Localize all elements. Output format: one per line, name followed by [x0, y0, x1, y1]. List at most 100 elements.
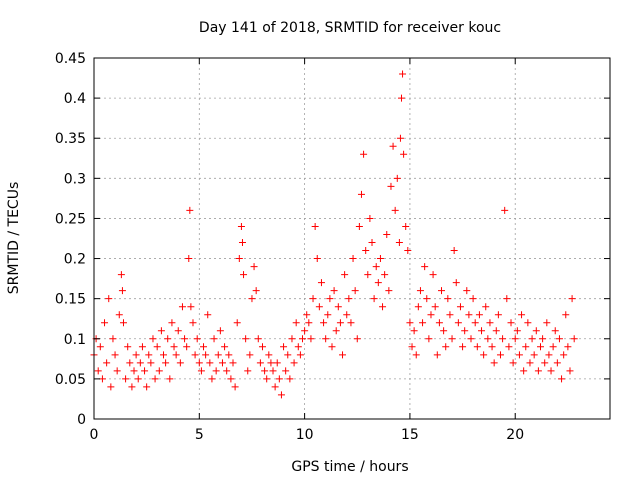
x-tick-label: 0	[90, 427, 99, 443]
data-point	[396, 134, 404, 142]
data-point	[414, 303, 422, 311]
data-point	[528, 335, 536, 343]
data-point	[419, 319, 427, 327]
data-point	[452, 279, 460, 287]
data-point	[315, 303, 323, 311]
data-point	[435, 319, 443, 327]
y-tick-label: 0.4	[64, 91, 86, 107]
data-point	[105, 295, 113, 303]
x-tick-label: 15	[401, 427, 419, 443]
tick-labels: 0 0.05 0.1 0.15 0.2 0.25 0.3 0.35 0.4 0.45 0 5 10 15 2…	[55, 51, 524, 443]
data-point	[174, 327, 182, 335]
data-point	[496, 351, 504, 359]
data-point	[231, 383, 239, 391]
data-point	[568, 295, 576, 303]
data-point	[427, 311, 435, 319]
data-point	[151, 375, 159, 383]
data-point	[96, 343, 104, 351]
data-point	[524, 319, 532, 327]
data-point	[469, 295, 477, 303]
data-point	[197, 367, 205, 375]
data-point	[206, 359, 214, 367]
data-point	[473, 343, 481, 351]
y-tick-label: 0.45	[55, 51, 86, 67]
data-point	[277, 391, 285, 399]
axis-ticks	[93, 57, 610, 420]
data-point	[117, 271, 125, 279]
data-point	[214, 351, 222, 359]
data-point	[400, 150, 408, 158]
data-point	[141, 367, 149, 375]
x-tick-label: 5	[195, 427, 204, 443]
data-point	[271, 383, 279, 391]
data-point	[530, 351, 538, 359]
y-tick-label: 0.3	[64, 171, 86, 187]
x-tick-label: 10	[296, 427, 314, 443]
data-point	[503, 295, 511, 303]
data-point	[541, 359, 549, 367]
data-point	[185, 255, 193, 263]
data-point	[406, 319, 414, 327]
data-point	[357, 190, 365, 198]
data-point	[130, 367, 138, 375]
data-point	[562, 311, 570, 319]
data-point	[157, 327, 165, 335]
data-point	[178, 303, 186, 311]
data-point	[444, 295, 452, 303]
data-point	[238, 239, 246, 247]
data-point	[492, 327, 500, 335]
data-point	[202, 351, 210, 359]
data-point	[412, 351, 420, 359]
y-tick-label: 0.15	[55, 292, 86, 308]
data-point	[522, 343, 530, 351]
data-point	[296, 351, 304, 359]
x-axis-label: GPS time / hours	[291, 459, 408, 475]
data-point	[233, 319, 241, 327]
data-point	[532, 327, 540, 335]
data-point	[454, 319, 462, 327]
data-point	[480, 351, 488, 359]
data-point	[181, 335, 189, 343]
data-point	[193, 335, 201, 343]
data-point	[320, 319, 328, 327]
data-point	[505, 343, 513, 351]
data-point	[518, 311, 526, 319]
data-point	[442, 343, 450, 351]
data-point	[128, 383, 136, 391]
data-point	[162, 359, 170, 367]
y-axis-label: SRMTID / TECUs	[6, 182, 22, 295]
data-point	[339, 351, 347, 359]
data-point	[305, 319, 313, 327]
data-point	[267, 359, 275, 367]
data-point	[240, 271, 248, 279]
data-point	[372, 263, 380, 271]
data-point	[204, 311, 212, 319]
data-point	[269, 367, 277, 375]
data-point	[172, 351, 180, 359]
data-point	[183, 343, 191, 351]
data-point	[343, 311, 351, 319]
data-point	[484, 335, 492, 343]
data-point	[98, 375, 106, 383]
data-point	[370, 295, 378, 303]
data-point	[511, 335, 519, 343]
data-point	[332, 327, 340, 335]
data-point	[336, 319, 344, 327]
data-point	[136, 359, 144, 367]
data-point	[543, 319, 551, 327]
data-point	[416, 287, 424, 295]
chart-title: Day 141 of 2018, SRMTID for receiver kou…	[199, 20, 501, 36]
data-point	[216, 327, 224, 335]
data-point	[509, 359, 517, 367]
data-point	[153, 343, 161, 351]
data-point	[330, 287, 338, 295]
data-point	[545, 351, 553, 359]
data-point	[404, 247, 412, 255]
data-point	[208, 375, 216, 383]
data-point	[360, 150, 368, 158]
data-point	[486, 319, 494, 327]
data-point	[115, 311, 123, 319]
data-point	[124, 343, 132, 351]
data-point	[200, 343, 208, 351]
